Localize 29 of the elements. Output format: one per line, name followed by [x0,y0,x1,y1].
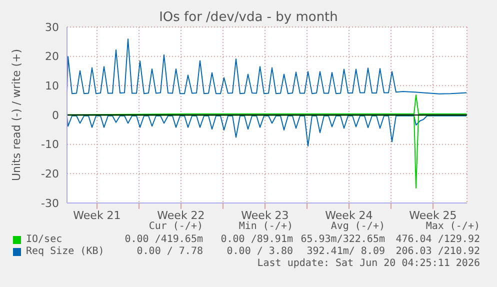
text: 0.00 / 7.78 [136,246,203,257]
text: 0.00 / 3.80 [226,246,293,257]
y-tick-label: -30 [41,196,59,210]
y-tick-label: 0 [52,108,59,122]
y-tick-label: -10 [41,138,59,152]
x-tick-label: Week 21 [73,208,121,222]
text: Avg (-/+) [330,221,385,232]
x-tick-label: Week 24 [325,208,373,222]
chart-title: IOs for /dev/vda - by month [159,10,338,25]
text: 476.04 /129.92 [396,234,480,245]
legend-label: IO/sec [26,234,62,245]
y-tick-label: -20 [41,168,59,181]
text: 65.93m/322.65m [300,234,385,245]
y-tick-label: 30 [45,20,59,34]
text: 0.00 /89.91m [220,234,293,245]
text: 206.03 /210.92 [396,246,480,257]
y-tick-label: 10 [45,80,59,93]
x-tick-label: Week 25 [409,208,457,222]
text: 0.00 /419.65m [124,234,203,245]
text: 392.41m/ 8.09 [306,246,385,257]
text: Cur (-/+) [148,221,203,232]
y-axis-title: Units read (-) / write (+) [10,48,23,182]
x-tick-label: Week 22 [157,208,205,222]
text: Last update: Sat Jun 20 04:25:11 2026 [256,258,481,269]
x-tick-label: Week 23 [241,208,289,222]
legend-label: Req Size (KB) [26,246,104,257]
y-tick-label: 20 [45,50,59,64]
text: Min (-/+) [238,221,293,232]
text: Max (-/+) [426,221,480,232]
